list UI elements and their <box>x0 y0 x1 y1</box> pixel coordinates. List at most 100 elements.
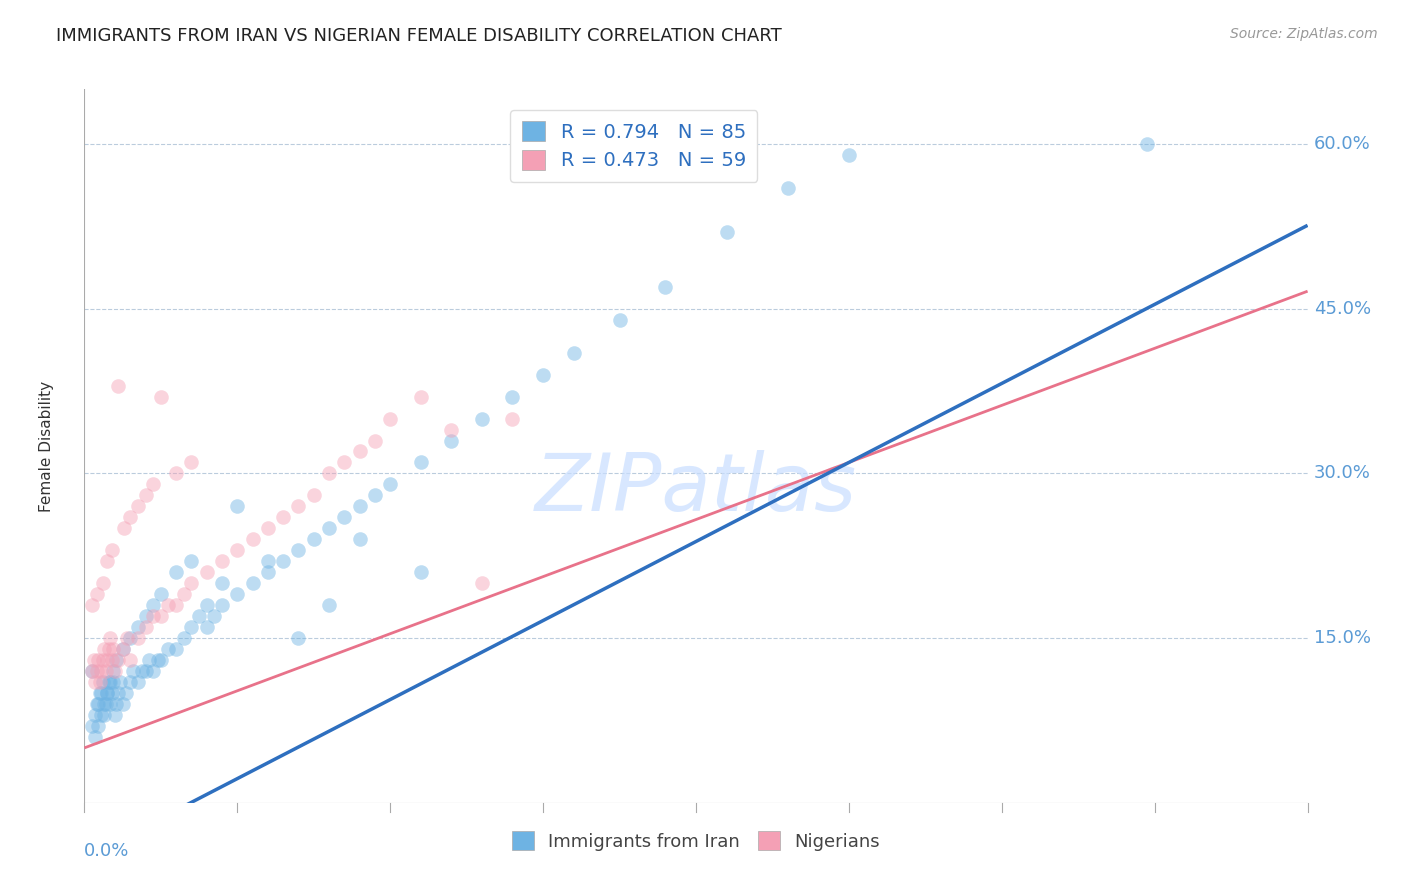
Point <box>226 500 249 514</box>
Text: 15.0%: 15.0% <box>1313 629 1371 647</box>
Point <box>122 664 145 678</box>
Point <box>104 708 127 723</box>
Point <box>180 455 202 469</box>
Point <box>211 598 233 612</box>
Point <box>96 686 118 700</box>
Point <box>242 533 264 547</box>
Point <box>271 554 294 568</box>
Point <box>257 566 280 580</box>
Point <box>226 543 249 558</box>
Point <box>287 500 309 514</box>
Point <box>271 510 294 524</box>
Point <box>349 533 371 547</box>
Point <box>318 598 340 612</box>
Point <box>211 576 233 591</box>
Point <box>94 664 117 678</box>
Point <box>80 664 103 678</box>
Point <box>165 467 187 481</box>
Point <box>318 521 340 535</box>
Point <box>101 653 124 667</box>
Point <box>91 675 114 690</box>
Point <box>93 697 115 711</box>
Point <box>107 686 129 700</box>
Text: 45.0%: 45.0% <box>1313 300 1371 318</box>
Point <box>120 653 142 667</box>
Point <box>257 554 280 568</box>
Point <box>103 642 125 657</box>
Point <box>562 345 585 359</box>
Point <box>776 181 799 195</box>
Point <box>86 587 108 601</box>
Point <box>97 675 120 690</box>
Point <box>157 642 180 657</box>
Point <box>149 390 172 404</box>
Point <box>111 642 134 657</box>
Text: Female Disability: Female Disability <box>39 380 53 512</box>
Point <box>180 576 202 591</box>
Point <box>142 609 165 624</box>
Point <box>609 312 631 326</box>
Point <box>83 653 105 667</box>
Point <box>89 675 111 690</box>
Text: ZIPatlas: ZIPatlas <box>534 450 858 528</box>
Point <box>111 697 134 711</box>
Point <box>157 598 180 612</box>
Point <box>97 642 120 657</box>
Point <box>87 697 110 711</box>
Point <box>111 642 134 657</box>
Point <box>86 664 108 678</box>
Point <box>502 411 524 425</box>
Point <box>173 587 195 601</box>
Point <box>107 653 129 667</box>
Point <box>531 368 554 382</box>
Point <box>302 533 325 547</box>
Point <box>349 444 371 458</box>
Point <box>333 510 356 524</box>
Point <box>333 455 356 469</box>
Point <box>149 653 172 667</box>
Point <box>180 620 202 634</box>
Point <box>101 686 124 700</box>
Point <box>91 653 114 667</box>
Point <box>502 390 524 404</box>
Point <box>127 631 149 645</box>
Point <box>93 642 115 657</box>
Point <box>257 521 280 535</box>
Point <box>91 576 114 591</box>
Point <box>440 423 463 437</box>
Point <box>105 697 128 711</box>
Legend: Immigrants from Iran, Nigerians: Immigrants from Iran, Nigerians <box>505 824 887 858</box>
Point <box>409 455 432 469</box>
Point <box>838 148 860 162</box>
Point <box>80 664 103 678</box>
Point <box>135 620 157 634</box>
Point <box>98 631 121 645</box>
Point <box>87 653 110 667</box>
Point <box>127 620 149 634</box>
Point <box>165 598 187 612</box>
Point <box>98 675 121 690</box>
Text: 60.0%: 60.0% <box>1313 135 1371 153</box>
Point <box>409 566 432 580</box>
Point <box>202 609 225 624</box>
Point <box>127 500 149 514</box>
Point <box>364 434 387 448</box>
Point <box>120 675 142 690</box>
Point <box>87 719 110 733</box>
Point <box>107 378 129 392</box>
Point <box>654 280 676 294</box>
Point <box>112 521 135 535</box>
Point <box>1136 137 1159 152</box>
Point <box>165 642 187 657</box>
Point <box>96 554 118 568</box>
Point <box>226 587 249 601</box>
Point <box>287 543 309 558</box>
Point <box>103 675 125 690</box>
Point <box>96 686 118 700</box>
Point <box>149 609 172 624</box>
Point <box>80 719 103 733</box>
Point <box>135 664 157 678</box>
Point <box>108 675 131 690</box>
Point <box>380 411 402 425</box>
Point <box>114 686 136 700</box>
